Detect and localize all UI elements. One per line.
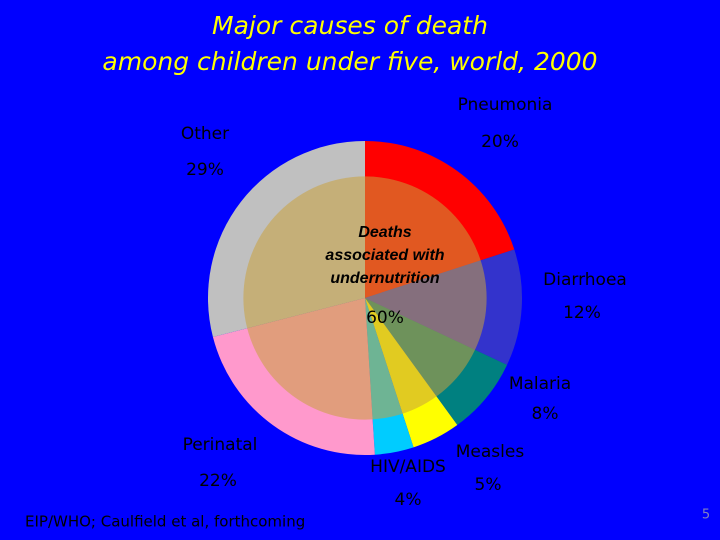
slice-label: Other (181, 124, 229, 144)
slice-label: Perinatal (183, 435, 258, 455)
slice-value-label: 8% (532, 404, 559, 424)
undernutrition-disc (243, 176, 487, 420)
title-line: among children under five, world, 2000 (102, 47, 597, 76)
slice-label: Malaria (509, 374, 571, 394)
slice-value-label: 4% (395, 490, 422, 510)
slice-value-label: 20% (481, 132, 519, 152)
page-number: 5 (702, 508, 710, 523)
slice-label: Diarrhoea (543, 270, 627, 290)
slice-value-label: 29% (186, 160, 224, 180)
slice-label: Measles (456, 442, 525, 462)
slice-label: HIV/AIDS (370, 457, 446, 477)
slice-value-label: 5% (475, 475, 502, 495)
slice-value-label: 12% (563, 303, 601, 323)
pie (208, 141, 522, 455)
slice-label: Pneumonia (458, 95, 553, 115)
inner-value-label: 60% (366, 308, 404, 328)
inner-label: Deaths (358, 224, 411, 241)
inner-label: undernutrition (330, 270, 440, 287)
source: EIP/WHO; Caulfield et al, forthcoming (25, 513, 305, 531)
title-line: Major causes of death (212, 11, 488, 40)
inner-label: associated with (325, 247, 444, 264)
slice-value-label: 22% (199, 471, 237, 491)
